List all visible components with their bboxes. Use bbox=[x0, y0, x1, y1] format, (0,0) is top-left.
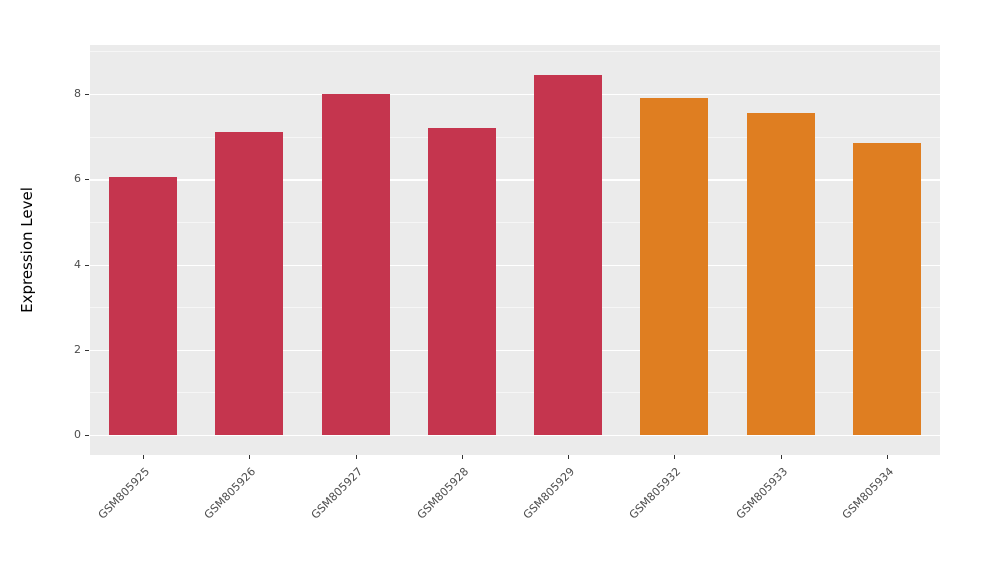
y-tick-label-2: 2 bbox=[74, 342, 81, 356]
bar-GSM805928 bbox=[427, 128, 496, 435]
x-tick-label-GSM805925: GSM805925 bbox=[95, 465, 153, 522]
minor-gridline-y3 bbox=[90, 307, 940, 308]
x-tick-mark-GSM805926 bbox=[249, 455, 251, 459]
x-tick-label-GSM805934: GSM805934 bbox=[839, 465, 897, 522]
y-tick-label-4: 4 bbox=[74, 257, 81, 271]
x-tick-mark-GSM805934 bbox=[886, 455, 888, 459]
x-tick-label-GSM805933: GSM805933 bbox=[733, 465, 790, 522]
x-tick-label-GSM805929: GSM805929 bbox=[520, 465, 578, 522]
y-axis-title: Expression Level bbox=[18, 187, 36, 313]
x-tick-label-GSM805926: GSM805926 bbox=[201, 465, 259, 522]
y-tick-mark-2 bbox=[85, 349, 89, 351]
y-tick-mark-8 bbox=[85, 94, 89, 96]
major-gridline-y2 bbox=[90, 349, 940, 352]
bar-GSM805927 bbox=[321, 94, 390, 435]
minor-gridline-y7 bbox=[90, 136, 940, 138]
x-tick-mark-GSM805933 bbox=[780, 455, 782, 459]
bar-GSM805934 bbox=[852, 143, 921, 435]
minor-gridline-y5 bbox=[90, 221, 940, 223]
bar-GSM805929 bbox=[534, 74, 603, 435]
y-tick-mark-0 bbox=[85, 435, 89, 436]
y-tick-label-0: 0 bbox=[74, 428, 81, 441]
major-gridline-y6 bbox=[90, 179, 940, 181]
plot-panel bbox=[90, 45, 940, 455]
y-tick-label-6: 6 bbox=[74, 172, 81, 186]
x-tick-mark-GSM805927 bbox=[355, 455, 357, 459]
y-tick-label-8: 8 bbox=[74, 87, 81, 101]
y-tick-mark-4 bbox=[85, 264, 89, 266]
y-tick-mark-6 bbox=[85, 179, 89, 181]
bar-GSM805933 bbox=[746, 113, 815, 435]
major-gridline-y8 bbox=[90, 94, 940, 96]
bar-GSM805932 bbox=[640, 98, 709, 435]
x-tick-label-GSM805927: GSM805927 bbox=[308, 465, 365, 522]
x-tick-mark-GSM805932 bbox=[674, 455, 676, 459]
x-tick-mark-GSM805928 bbox=[461, 455, 463, 459]
minor-gridline-y9 bbox=[90, 51, 940, 53]
major-gridline-y4 bbox=[90, 264, 940, 266]
x-tick-mark-GSM805925 bbox=[143, 455, 145, 459]
bar-GSM805925 bbox=[109, 177, 178, 435]
x-tick-mark-GSM805929 bbox=[568, 455, 570, 459]
minor-gridline-y1 bbox=[90, 392, 940, 394]
bar-GSM805926 bbox=[215, 132, 284, 435]
x-tick-label-GSM805932: GSM805932 bbox=[626, 465, 684, 522]
x-tick-label-GSM805928: GSM805928 bbox=[414, 465, 472, 522]
major-gridline-y0 bbox=[90, 435, 940, 437]
